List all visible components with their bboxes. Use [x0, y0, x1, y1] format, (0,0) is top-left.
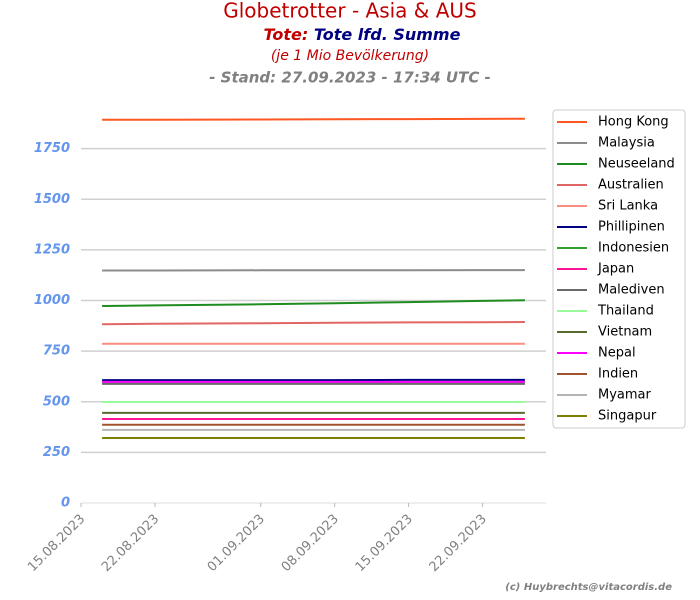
legend-label: Japan: [597, 262, 634, 277]
legend-label: Singapur: [598, 409, 657, 424]
legend-label: Neuseeland: [598, 157, 675, 172]
x-tick-label: 01.09.2023: [205, 512, 268, 575]
chart-title: Globetrotter - Asia & AUS: [223, 0, 477, 23]
x-tick-label: 08.09.2023: [279, 512, 342, 575]
legend-box: [552, 109, 686, 429]
legend-label: Australien: [598, 178, 664, 193]
x-tick-label: 22.08.2023: [99, 512, 162, 575]
legend-label: Myamar: [598, 388, 652, 403]
note: (je 1 Mio Bevölkerung): [271, 48, 429, 64]
legend-label: Sri Lanka: [598, 199, 658, 214]
metric-label: Tote:: [264, 25, 309, 44]
y-tick-label: 0: [61, 496, 70, 511]
legend-label: Thailand: [597, 304, 654, 319]
y-tick-label: 750: [43, 344, 70, 359]
legend-label: Nepal: [598, 346, 636, 361]
legend-label: Indien: [598, 367, 638, 382]
legend-label: Malediven: [598, 283, 665, 298]
legend-label: Phillipinen: [598, 220, 665, 235]
series-line: [102, 321, 525, 326]
legend-label: Hong Kong: [598, 115, 669, 130]
y-tick-label: 1750: [34, 141, 70, 156]
subtitle-line: Tote: Tote lfd. Summe: [264, 25, 461, 44]
subtitle: Tote lfd. Summe: [314, 25, 461, 44]
series-line: [102, 117, 525, 121]
y-tick-label: 1500: [34, 192, 70, 207]
x-tick-label: 15.08.2023: [25, 512, 88, 575]
timestamp: - Stand: 27.09.2023 - 17:34 UTC -: [209, 69, 491, 87]
legend-label: Vietnam: [598, 325, 652, 340]
y-tick-label: 250: [43, 445, 70, 460]
series-line: [102, 299, 525, 307]
x-tick-label: 22.09.2023: [427, 512, 490, 575]
credit: (c) Huybrechts@vitacordis.de: [505, 582, 672, 593]
y-tick-label: 500: [43, 394, 70, 409]
legend-label: Malaysia: [598, 136, 655, 151]
y-tick-label: 1000: [34, 293, 70, 308]
legend-label: Indonesien: [598, 241, 669, 256]
y-tick-label: 1250: [34, 242, 70, 257]
x-tick-label: 15.09.2023: [353, 512, 416, 575]
